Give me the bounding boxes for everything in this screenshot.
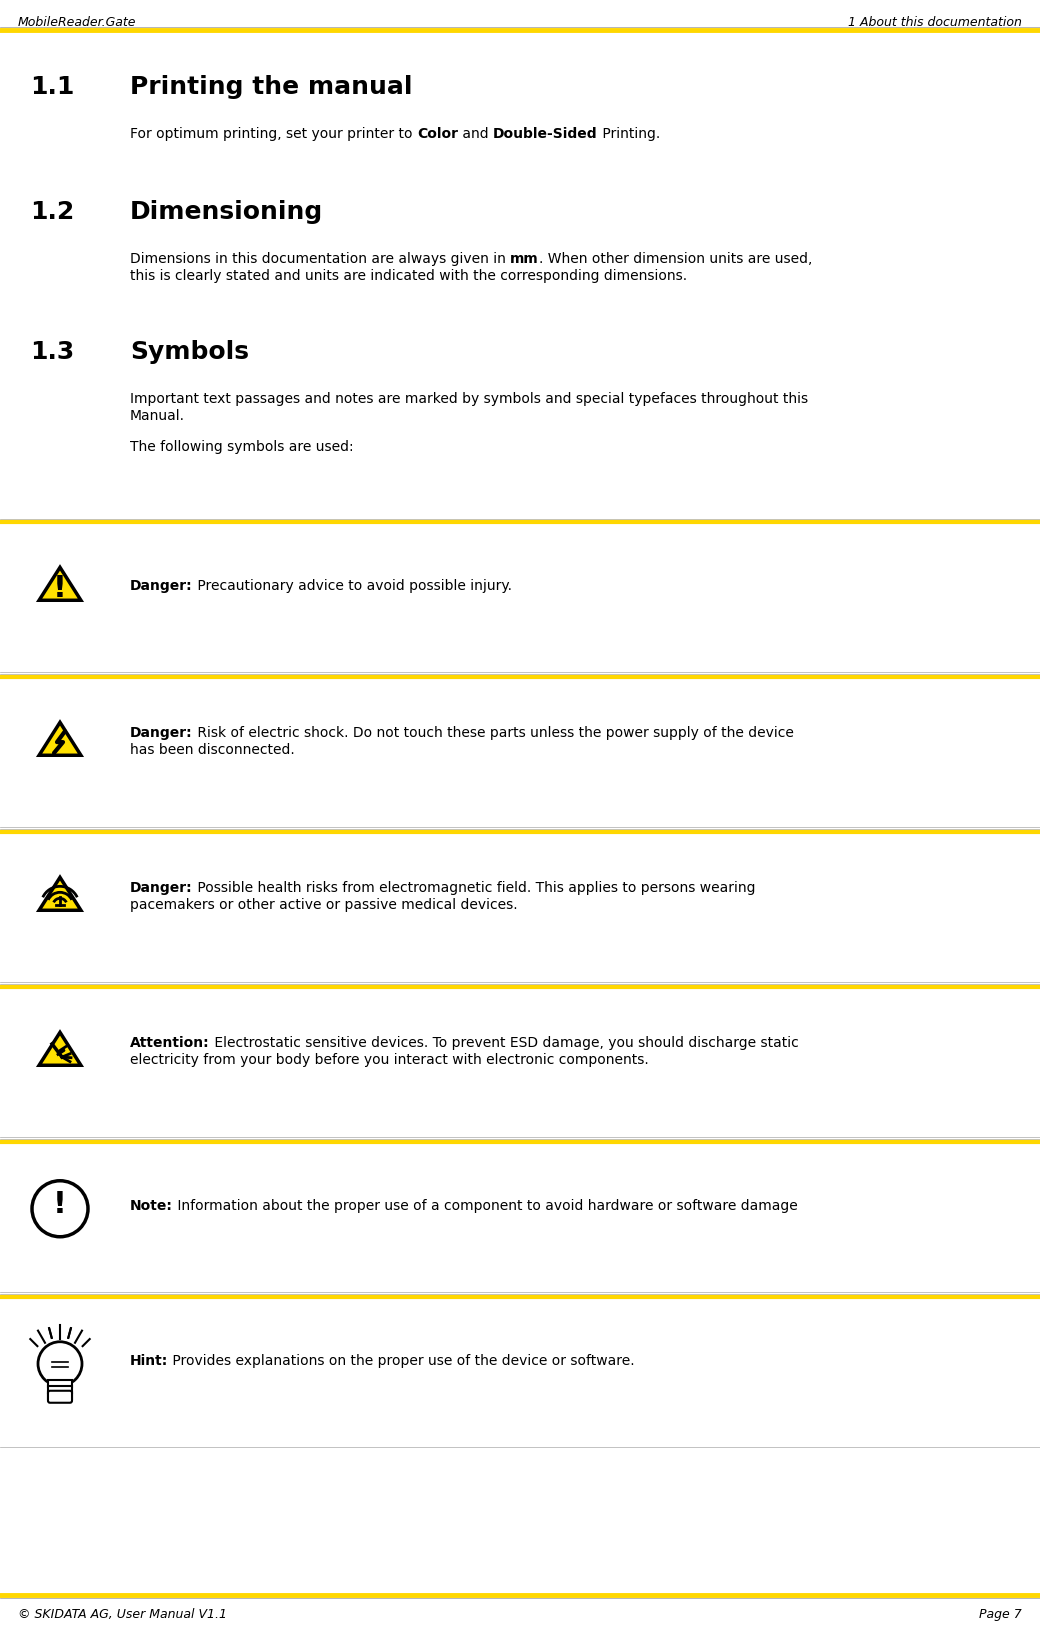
Text: For optimum printing, set your printer to: For optimum printing, set your printer t… [130, 127, 417, 140]
Text: mm: mm [511, 253, 539, 266]
Text: has been disconnected.: has been disconnected. [130, 743, 294, 756]
Text: electricity from your body before you interact with electronic components.: electricity from your body before you in… [130, 1053, 649, 1066]
Text: . When other dimension units are used,: . When other dimension units are used, [539, 253, 812, 266]
Text: Danger:: Danger: [130, 725, 192, 740]
Polygon shape [40, 724, 81, 756]
Circle shape [38, 1341, 82, 1386]
Text: Hint:: Hint: [130, 1353, 168, 1368]
Polygon shape [40, 1033, 81, 1066]
Text: Electrostatic sensitive devices. To prevent ESD damage, you should discharge sta: Electrostatic sensitive devices. To prev… [210, 1035, 799, 1050]
Text: 1.3: 1.3 [30, 339, 74, 363]
Text: Risk of electric shock. Do not touch these parts unless the power supply of the : Risk of electric shock. Do not touch the… [192, 725, 794, 740]
Polygon shape [40, 567, 81, 601]
Text: Important text passages and notes are marked by symbols and special typefaces th: Important text passages and notes are ma… [130, 391, 808, 406]
Text: Provides explanations on the proper use of the device or software.: Provides explanations on the proper use … [168, 1353, 634, 1368]
Text: 1.1: 1.1 [30, 75, 75, 99]
Text: Danger:: Danger: [130, 579, 192, 593]
Text: and: and [458, 127, 493, 140]
Text: Double-Sided: Double-Sided [493, 127, 598, 140]
Text: Dimensioning: Dimensioning [130, 200, 323, 223]
Text: Symbols: Symbols [130, 339, 249, 363]
Text: 1 About this documentation: 1 About this documentation [849, 16, 1022, 29]
Text: © SKIDATA AG, User Manual V1.1: © SKIDATA AG, User Manual V1.1 [18, 1607, 227, 1620]
Text: Possible health risks from electromagnetic field. This applies to persons wearin: Possible health risks from electromagnet… [192, 880, 755, 895]
Text: MobileReader.Gate: MobileReader.Gate [18, 16, 136, 29]
Text: The following symbols are used:: The following symbols are used: [130, 440, 354, 453]
Text: Precautionary advice to avoid possible injury.: Precautionary advice to avoid possible i… [192, 579, 512, 593]
Text: Printing the manual: Printing the manual [130, 75, 413, 99]
Text: Information about the proper use of a component to avoid hardware or software da: Information about the proper use of a co… [173, 1198, 798, 1213]
FancyBboxPatch shape [48, 1390, 72, 1403]
Text: Printing.: Printing. [598, 127, 659, 140]
Text: this is clearly stated and units are indicated with the corresponding dimensions: this is clearly stated and units are ind… [130, 269, 687, 284]
Text: !: ! [53, 1190, 67, 1219]
Bar [48, 1381, 72, 1387]
Text: Color: Color [417, 127, 458, 140]
Text: Dimensions in this documentation are always given in: Dimensions in this documentation are alw… [130, 253, 511, 266]
Bar [48, 1386, 72, 1394]
Text: Manual.: Manual. [130, 409, 185, 422]
Text: Note:: Note: [130, 1198, 173, 1213]
Text: Danger:: Danger: [130, 880, 192, 895]
Circle shape [32, 1182, 88, 1237]
Bar [48, 1392, 72, 1399]
Polygon shape [40, 879, 81, 911]
Text: !: ! [53, 574, 67, 601]
Text: pacemakers or other active or passive medical devices.: pacemakers or other active or passive me… [130, 898, 518, 911]
Text: 1.2: 1.2 [30, 200, 74, 223]
Text: Page 7: Page 7 [980, 1607, 1022, 1620]
Text: Attention:: Attention: [130, 1035, 210, 1050]
